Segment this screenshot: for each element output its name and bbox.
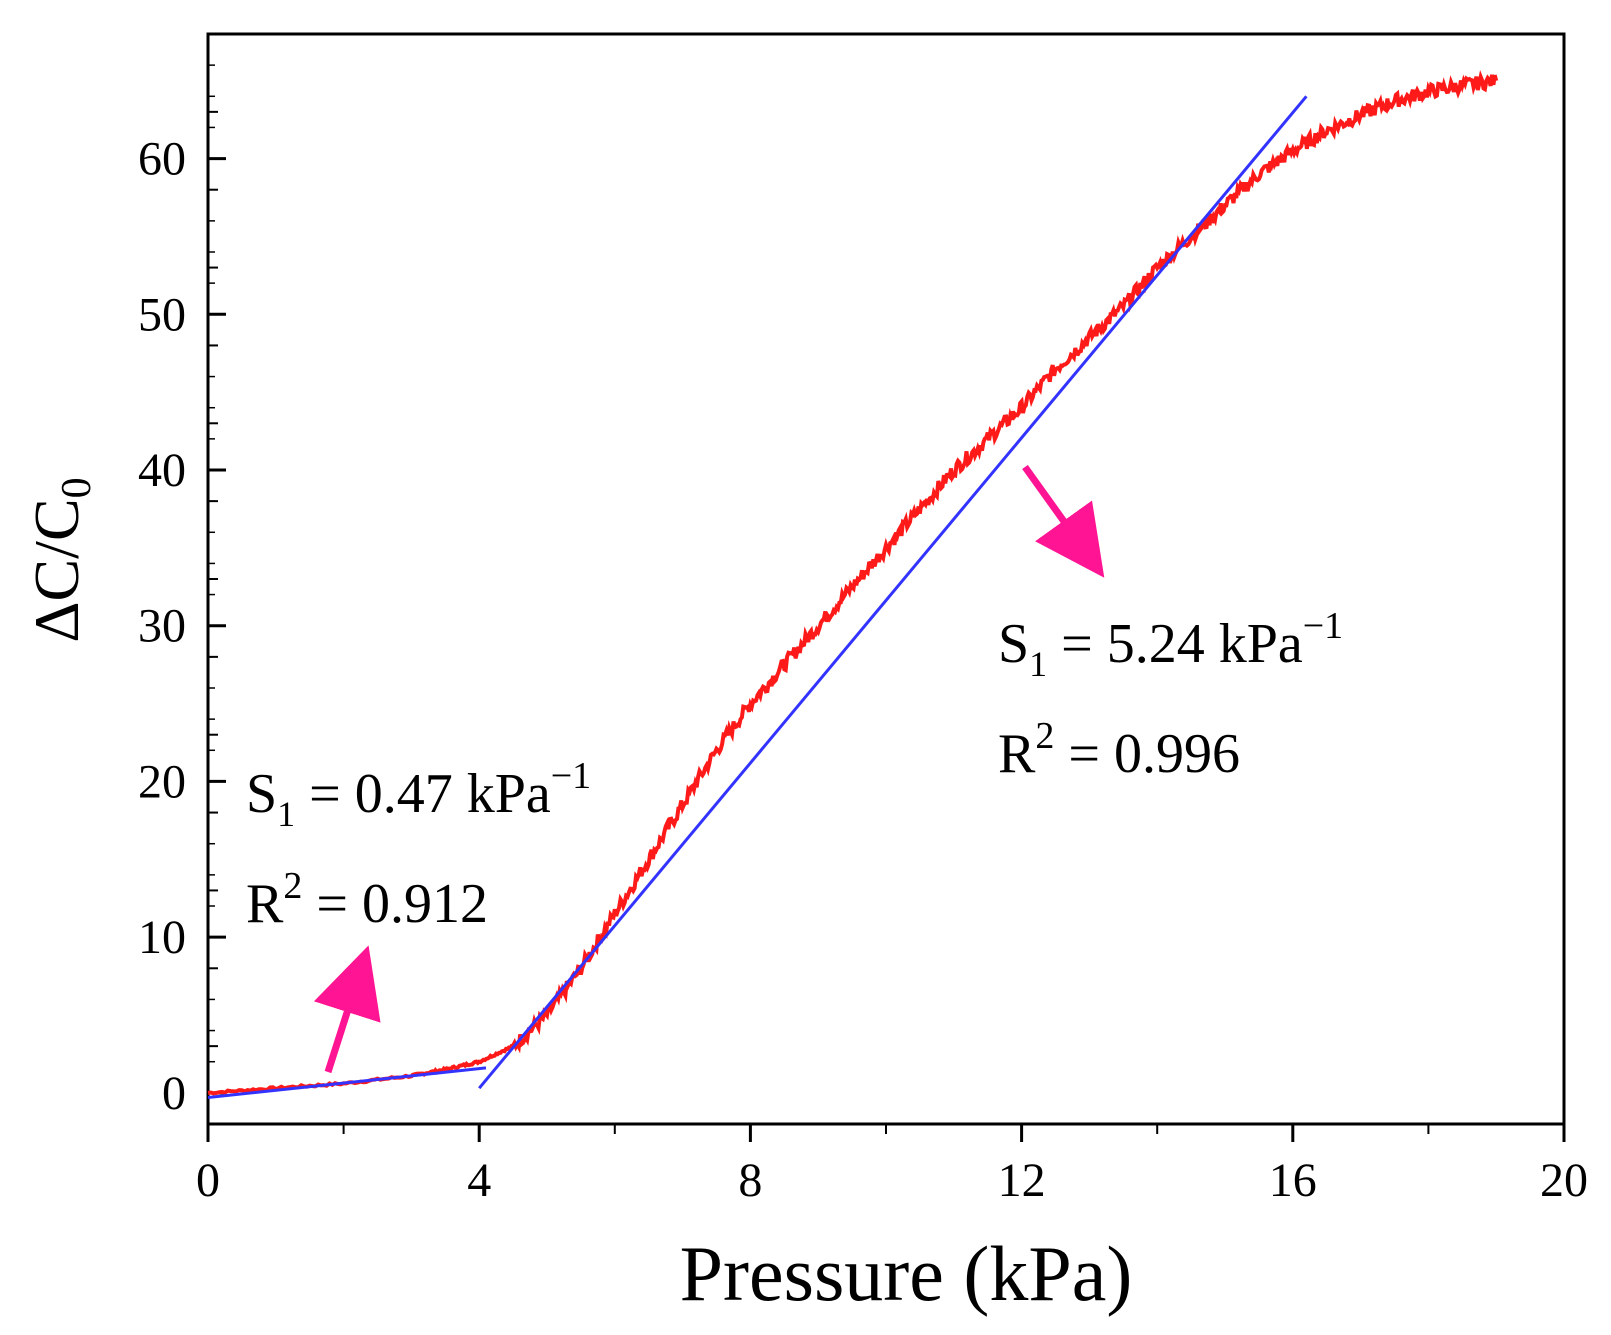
y-tick-label: 60 <box>138 133 186 186</box>
plot-frame <box>206 32 1566 1126</box>
y-tick-label: 20 <box>138 755 186 808</box>
x-axis-ticks: 0 4 8 12 16 20 <box>196 1124 1588 1207</box>
x-axis-title: Pressure (kPa) <box>680 1230 1133 1317</box>
annotation-low-arrow <box>313 945 381 1074</box>
y-tick-label: 10 <box>138 911 186 964</box>
x-tick-label: 0 <box>196 1154 220 1207</box>
annotation-low-slope: S1 = 0.47 kPa−1 <box>246 755 591 834</box>
x-tick-label: 8 <box>738 1154 762 1207</box>
y-tick-label: 0 <box>162 1067 186 1120</box>
series-fit-high-line <box>478 95 1308 1090</box>
y-axis-title-main: ΔC/C <box>21 498 92 642</box>
x-tick-label: 12 <box>998 1154 1046 1207</box>
y-axis-title-sub: 0 <box>54 477 100 498</box>
y-axis-title: ΔC/C0 <box>21 477 100 642</box>
x-tick-label: 20 <box>1540 1154 1588 1207</box>
x-tick-label: 4 <box>467 1154 491 1207</box>
y-tick-label: 50 <box>138 288 186 341</box>
y-tick-label: 40 <box>138 444 186 497</box>
annotation-low-r2: R2 = 0.912 <box>246 865 488 935</box>
y-axis-ticks: 0 10 20 30 40 50 60 <box>138 33 226 1125</box>
y-tick-label: 30 <box>138 600 186 653</box>
x-tick-label: 16 <box>1269 1154 1317 1207</box>
annotation-high-r2: R2 = 0.996 <box>998 715 1240 785</box>
annotation-high: S1 = 5.24 kPa−1 R2 = 0.996 <box>998 464 1343 785</box>
annotation-high-arrow <box>1022 464 1105 578</box>
series-fit-low-line <box>207 1066 487 1099</box>
annotation-low: S1 = 0.47 kPa−1 R2 = 0.912 <box>246 755 591 1074</box>
series-measured-line <box>207 70 1499 1096</box>
annotation-high-slope: S1 = 5.24 kPa−1 <box>998 605 1343 684</box>
